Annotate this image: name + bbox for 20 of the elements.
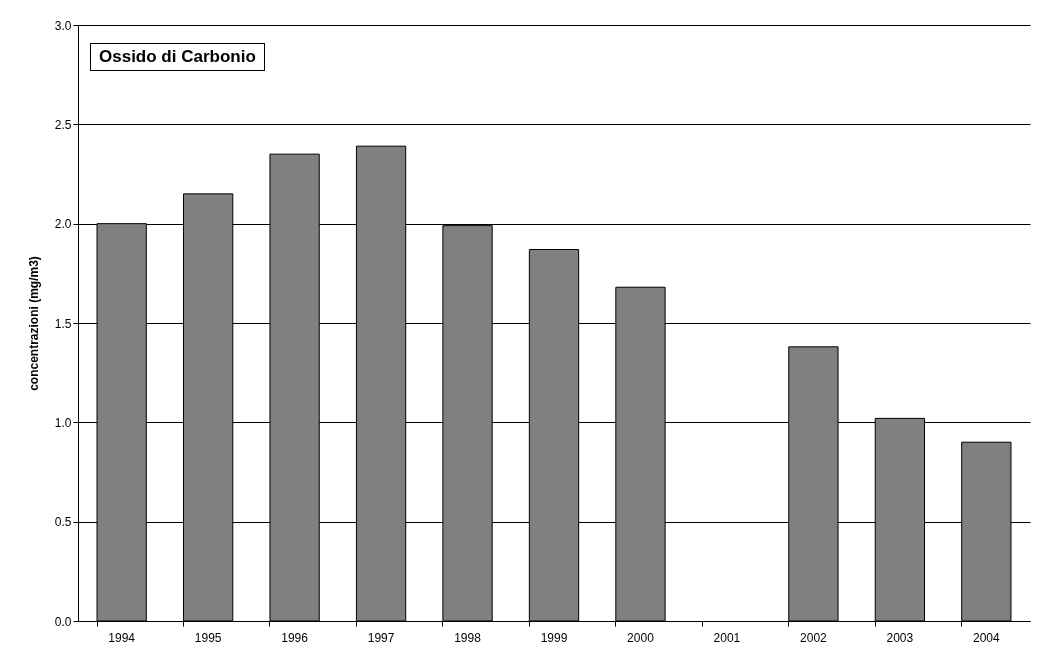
y-tick-label: 0.5 <box>54 515 72 530</box>
x-tick-label: 1994 <box>108 630 136 645</box>
x-tick-label: 1995 <box>194 630 222 645</box>
x-tick-label: 1996 <box>281 630 309 645</box>
x-tick-label: 1997 <box>367 630 395 645</box>
y-tick-label: 2.0 <box>54 217 72 232</box>
x-tick-label: 2000 <box>627 630 655 645</box>
x-tick-label: 1999 <box>540 630 568 645</box>
y-tick-label: 3.0 <box>54 18 72 33</box>
x-tick-label: 1998 <box>454 630 482 645</box>
text: Ossido di Carbonio <box>90 43 265 71</box>
y-tick-label: 2.5 <box>54 117 72 132</box>
y-tick-label: 1.5 <box>54 316 72 331</box>
x-tick-label: 2001 <box>713 630 741 645</box>
y-axis-title: concentrazioni (mg/m3) <box>26 256 41 391</box>
y-tick-label: 1.0 <box>54 415 72 430</box>
x-tick-label: 2004 <box>972 630 1000 645</box>
y-tick-label: 0.0 <box>54 614 72 629</box>
x-tick-label: 2002 <box>800 630 828 645</box>
x-tick-label: 2003 <box>886 630 914 645</box>
